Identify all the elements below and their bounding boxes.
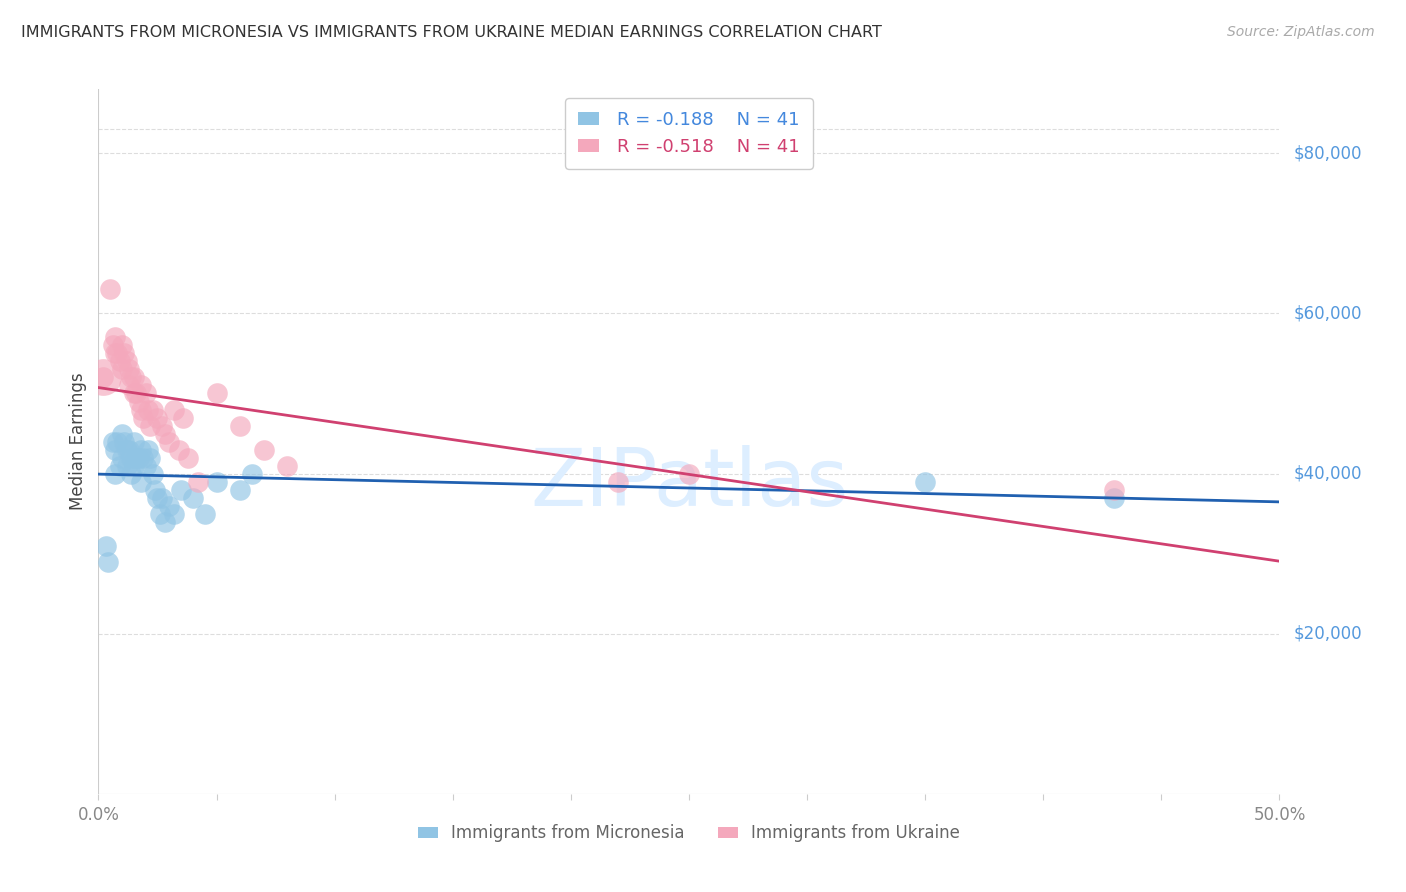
Point [157, 499, 180, 513]
Point [146, 491, 169, 505]
Point [229, 418, 252, 433]
Point [157, 434, 180, 449]
Point [104, 346, 127, 360]
Point [121, 370, 143, 384]
Point [111, 362, 134, 376]
Point [240, 467, 263, 481]
Point [139, 450, 162, 465]
Point [1102, 491, 1125, 505]
Point [128, 450, 150, 465]
Point [136, 442, 159, 457]
Text: $20,000: $20,000 [1294, 624, 1362, 643]
Point [128, 394, 150, 409]
Point [104, 467, 127, 481]
Point [94, 539, 117, 553]
Point [170, 483, 193, 497]
Text: ZIPatlas: ZIPatlas [530, 445, 848, 523]
Point [125, 386, 148, 401]
Point [104, 330, 127, 344]
Point [607, 475, 630, 489]
Point [276, 458, 298, 473]
Text: $40,000: $40,000 [1294, 465, 1362, 483]
Point [122, 458, 145, 473]
Point [194, 507, 217, 521]
Point [163, 507, 186, 521]
Point [108, 354, 131, 368]
Point [112, 434, 135, 449]
Point [91, 370, 114, 384]
Point [187, 475, 209, 489]
Point [97, 555, 120, 569]
Point [914, 475, 936, 489]
Point [101, 338, 124, 352]
Point [135, 386, 157, 401]
Point [142, 467, 165, 481]
Point [172, 410, 194, 425]
Point [101, 434, 124, 449]
Legend: Immigrants from Micronesia, Immigrants from Ukraine: Immigrants from Micronesia, Immigrants f… [411, 818, 967, 849]
Point [181, 491, 204, 505]
Point [104, 442, 127, 457]
Point [111, 450, 134, 465]
Point [115, 442, 138, 457]
Point [105, 346, 128, 360]
Point [163, 402, 186, 417]
Point [150, 491, 173, 505]
Point [146, 410, 169, 425]
Point [129, 442, 152, 457]
Point [177, 450, 200, 465]
Point [125, 450, 148, 465]
Point [115, 458, 138, 473]
Point [118, 362, 141, 376]
Point [129, 475, 152, 489]
Point [118, 378, 141, 392]
Point [167, 442, 190, 457]
Point [229, 483, 252, 497]
Text: $80,000: $80,000 [1294, 145, 1362, 162]
Y-axis label: Median Earnings: Median Earnings [69, 373, 87, 510]
Point [135, 458, 157, 473]
Point [122, 370, 145, 384]
Point [121, 450, 143, 465]
Point [105, 434, 128, 449]
Point [1102, 483, 1125, 497]
Point [143, 483, 166, 497]
Point [98, 282, 121, 296]
Point [121, 467, 143, 481]
Point [153, 515, 176, 529]
Point [205, 386, 228, 401]
Point [108, 458, 131, 473]
Point [91, 370, 114, 384]
Text: Source: ZipAtlas.com: Source: ZipAtlas.com [1227, 25, 1375, 39]
Point [122, 386, 145, 401]
Point [149, 507, 172, 521]
Point [129, 402, 152, 417]
Point [129, 378, 152, 392]
Point [115, 354, 138, 368]
Point [136, 402, 159, 417]
Point [111, 426, 134, 441]
Point [139, 418, 162, 433]
Point [122, 434, 145, 449]
Point [142, 402, 165, 417]
Point [678, 467, 700, 481]
Point [205, 475, 228, 489]
Text: $60,000: $60,000 [1294, 304, 1362, 322]
Point [111, 338, 134, 352]
Point [150, 418, 173, 433]
Point [118, 442, 141, 457]
Point [153, 426, 176, 441]
Point [112, 346, 135, 360]
Point [132, 410, 155, 425]
Text: IMMIGRANTS FROM MICRONESIA VS IMMIGRANTS FROM UKRAINE MEDIAN EARNINGS CORRELATIO: IMMIGRANTS FROM MICRONESIA VS IMMIGRANTS… [21, 25, 882, 40]
Point [132, 450, 155, 465]
Point [253, 442, 276, 457]
